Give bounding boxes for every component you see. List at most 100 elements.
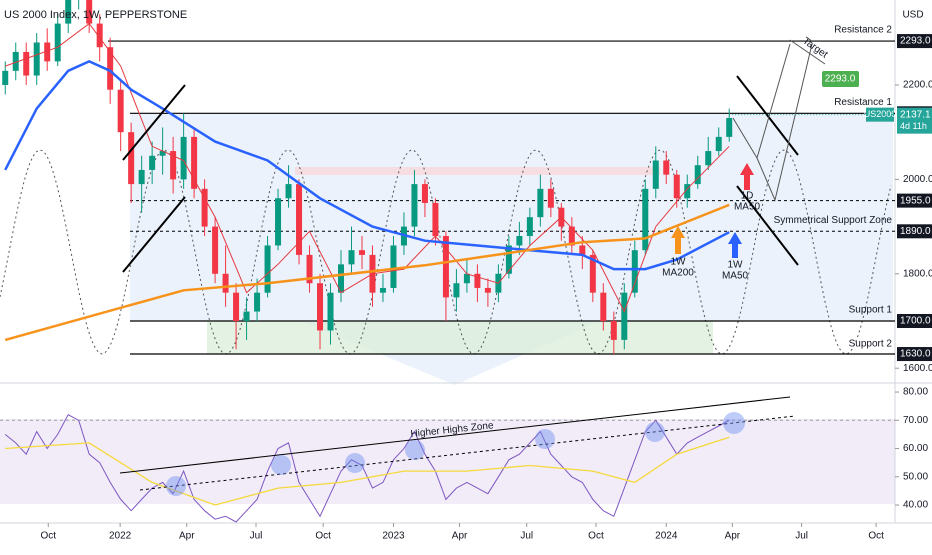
rsi-y-tick-label: 40.00 — [903, 500, 928, 511]
candle-body — [348, 250, 355, 265]
rsi-y-tick-label: 50.00 — [903, 471, 928, 482]
arrow-up — [728, 232, 742, 258]
candle-body — [149, 155, 156, 170]
candle-body — [463, 273, 470, 284]
level-label: 1890.0 — [900, 226, 931, 237]
x-tick-label: Oct — [40, 531, 56, 542]
level-name: Resistance 2 — [834, 25, 892, 36]
cycle-curve — [0, 149, 892, 355]
candle-body — [264, 245, 271, 293]
series-line — [4, 60, 730, 271]
target-box — [822, 71, 859, 87]
rsi-y-tick-label: 60.00 — [903, 443, 928, 454]
rsi-band — [0, 419, 895, 504]
x-tick-label: 2023 — [382, 531, 405, 542]
candle-body — [33, 42, 40, 76]
candle-body — [442, 236, 449, 298]
currency: USD — [902, 10, 923, 21]
candle-body — [201, 188, 208, 227]
target-value: 2293.0 — [825, 74, 856, 85]
level-name: Resistance 1 — [834, 97, 892, 108]
series-line — [5, 22, 730, 313]
candle-body — [652, 160, 659, 189]
rsi-trend-line — [119, 396, 791, 474]
candle-body — [338, 264, 345, 293]
level-label-box — [897, 347, 932, 362]
rsi-high — [271, 455, 291, 475]
candle-body — [379, 287, 386, 293]
ma-label: MA50 — [734, 202, 761, 213]
target-line — [789, 39, 826, 65]
trend-line — [122, 196, 186, 273]
candle-body — [138, 169, 145, 185]
level-name: Support 1 — [849, 305, 893, 316]
level-name: Support 2 — [849, 339, 893, 350]
last-price-box — [897, 107, 932, 134]
candle-body — [663, 160, 670, 175]
candle-body — [484, 287, 491, 293]
candle-body — [358, 250, 365, 255]
ma-label: 1D — [741, 191, 754, 202]
candle-body — [296, 184, 303, 255]
candle-body — [107, 47, 114, 90]
candle-body — [128, 132, 135, 185]
level-label: 1955.0 — [900, 195, 931, 206]
candle-body — [222, 273, 229, 293]
level-label-box — [897, 34, 932, 49]
symbol: US2000 — [864, 109, 897, 119]
ma-label: MA50 — [722, 271, 749, 282]
y-tick-label: 1600.0 — [903, 363, 932, 374]
rsi-high — [723, 412, 745, 434]
cycle-curve — [0, 149, 892, 355]
projection-line — [736, 185, 799, 266]
candle-body — [673, 174, 680, 199]
candle-body — [390, 245, 397, 288]
x-tick-label: Jul — [520, 531, 533, 542]
candle-body — [254, 292, 261, 312]
level-label-box — [897, 193, 932, 208]
candle-body — [159, 151, 166, 156]
rsi-y-tick-label: 80.00 — [903, 387, 928, 398]
arrow-up — [740, 163, 754, 190]
level-label: 1630.0 — [900, 349, 931, 360]
candle-body — [275, 198, 282, 246]
x-tick-label: Oct — [588, 531, 604, 542]
candle-body — [96, 23, 103, 48]
candle-body — [54, 23, 61, 62]
candle-body — [726, 118, 733, 137]
x-tick-label: Jul — [795, 531, 808, 542]
candle-body — [23, 51, 30, 76]
rsi-high — [405, 440, 425, 460]
candle-body — [327, 292, 334, 331]
candle-body — [170, 151, 177, 180]
candle-body — [526, 217, 533, 237]
candle-body — [631, 250, 638, 293]
level-label-box — [897, 313, 932, 328]
y-tick-label: 1800.0 — [903, 268, 932, 279]
ma-label: MA200 — [662, 268, 694, 279]
candle-body — [117, 89, 124, 133]
candle-body — [547, 188, 554, 208]
arrow-up — [671, 226, 685, 254]
candle-body — [705, 151, 712, 166]
candle-body — [432, 202, 439, 237]
candle-body — [589, 254, 596, 293]
ma-label: 1W — [728, 260, 744, 271]
rsi-trend-line — [139, 415, 796, 491]
candle-body — [243, 311, 250, 321]
rsi-high — [166, 476, 186, 496]
rsi-high — [645, 422, 665, 442]
y-tick-label: 2000.0 — [903, 174, 932, 185]
candle-body — [516, 236, 523, 246]
x-tick-label: Apr — [179, 531, 195, 542]
x-tick-label: Apr — [725, 531, 741, 542]
candle-body — [537, 188, 544, 218]
candle-body — [453, 283, 460, 298]
projection-line — [736, 75, 799, 156]
last-price: 2137.1 — [900, 109, 931, 120]
level-label: 1700.0 — [900, 316, 931, 327]
candle-body — [212, 226, 219, 274]
path-arrow — [756, 43, 813, 202]
x-tick-label: Apr — [452, 531, 468, 542]
